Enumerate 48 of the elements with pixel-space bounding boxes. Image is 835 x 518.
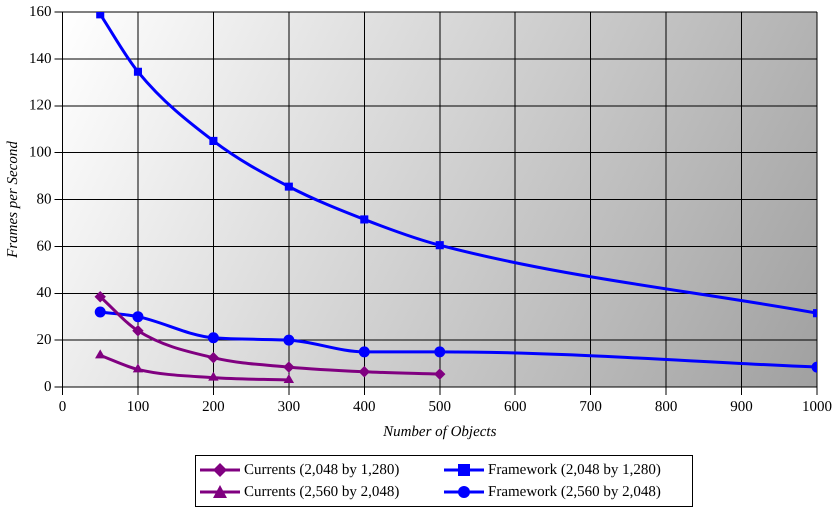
point — [283, 362, 294, 373]
y-tick-label: 80 — [36, 191, 52, 208]
point — [434, 368, 446, 380]
x-tick-label: 400 — [353, 398, 376, 415]
x-tick-label: 0 — [58, 398, 66, 415]
x-tick-label: 600 — [504, 398, 526, 415]
y-tick-label: 160 — [29, 4, 52, 20]
point — [208, 332, 219, 344]
point — [360, 215, 368, 224]
legend-label: Framework (2,048 by 1,280) — [488, 462, 661, 478]
x-axis-title: Number of Objects — [382, 424, 497, 440]
point — [208, 372, 218, 381]
point — [94, 306, 106, 318]
point — [284, 182, 293, 191]
point — [133, 364, 143, 372]
x-tick-label: 100 — [126, 398, 150, 415]
x-tick-label: 700 — [579, 398, 602, 415]
y-tick-label: 100 — [29, 144, 52, 161]
y-axis-title: Frames per Second — [4, 140, 21, 259]
y-tick-label: 40 — [36, 285, 52, 302]
x-tick-label: 300 — [278, 398, 300, 415]
point — [208, 352, 219, 364]
y-tick-label: 0 — [44, 378, 52, 395]
x-tick-label: 500 — [428, 398, 451, 415]
y-tick-label: 60 — [36, 238, 52, 254]
point — [283, 334, 294, 346]
point — [209, 136, 218, 145]
x-tick-label: 200 — [202, 398, 225, 415]
legend-label: Currents (2,560 by 2,048) — [244, 484, 400, 500]
point — [132, 325, 144, 336]
point — [94, 291, 106, 302]
point — [132, 311, 144, 322]
point — [95, 350, 106, 358]
point — [358, 366, 370, 378]
y-tick-label: 120 — [29, 98, 52, 114]
point — [358, 346, 370, 358]
point — [434, 346, 446, 358]
x-tick-label: 900 — [730, 398, 753, 415]
point — [436, 241, 444, 250]
point — [284, 374, 294, 383]
point — [96, 12, 104, 18]
legend-label: Framework (2,560 by 2,048) — [488, 484, 661, 500]
x-tick-label: 1000 — [802, 398, 832, 415]
point — [134, 68, 142, 76]
y-tick-label: 140 — [29, 50, 52, 67]
x-tick-label: 800 — [654, 398, 678, 415]
y-tick-label: 20 — [36, 332, 52, 348]
legend-label: Currents (2,048 by 1,280) — [244, 462, 400, 478]
